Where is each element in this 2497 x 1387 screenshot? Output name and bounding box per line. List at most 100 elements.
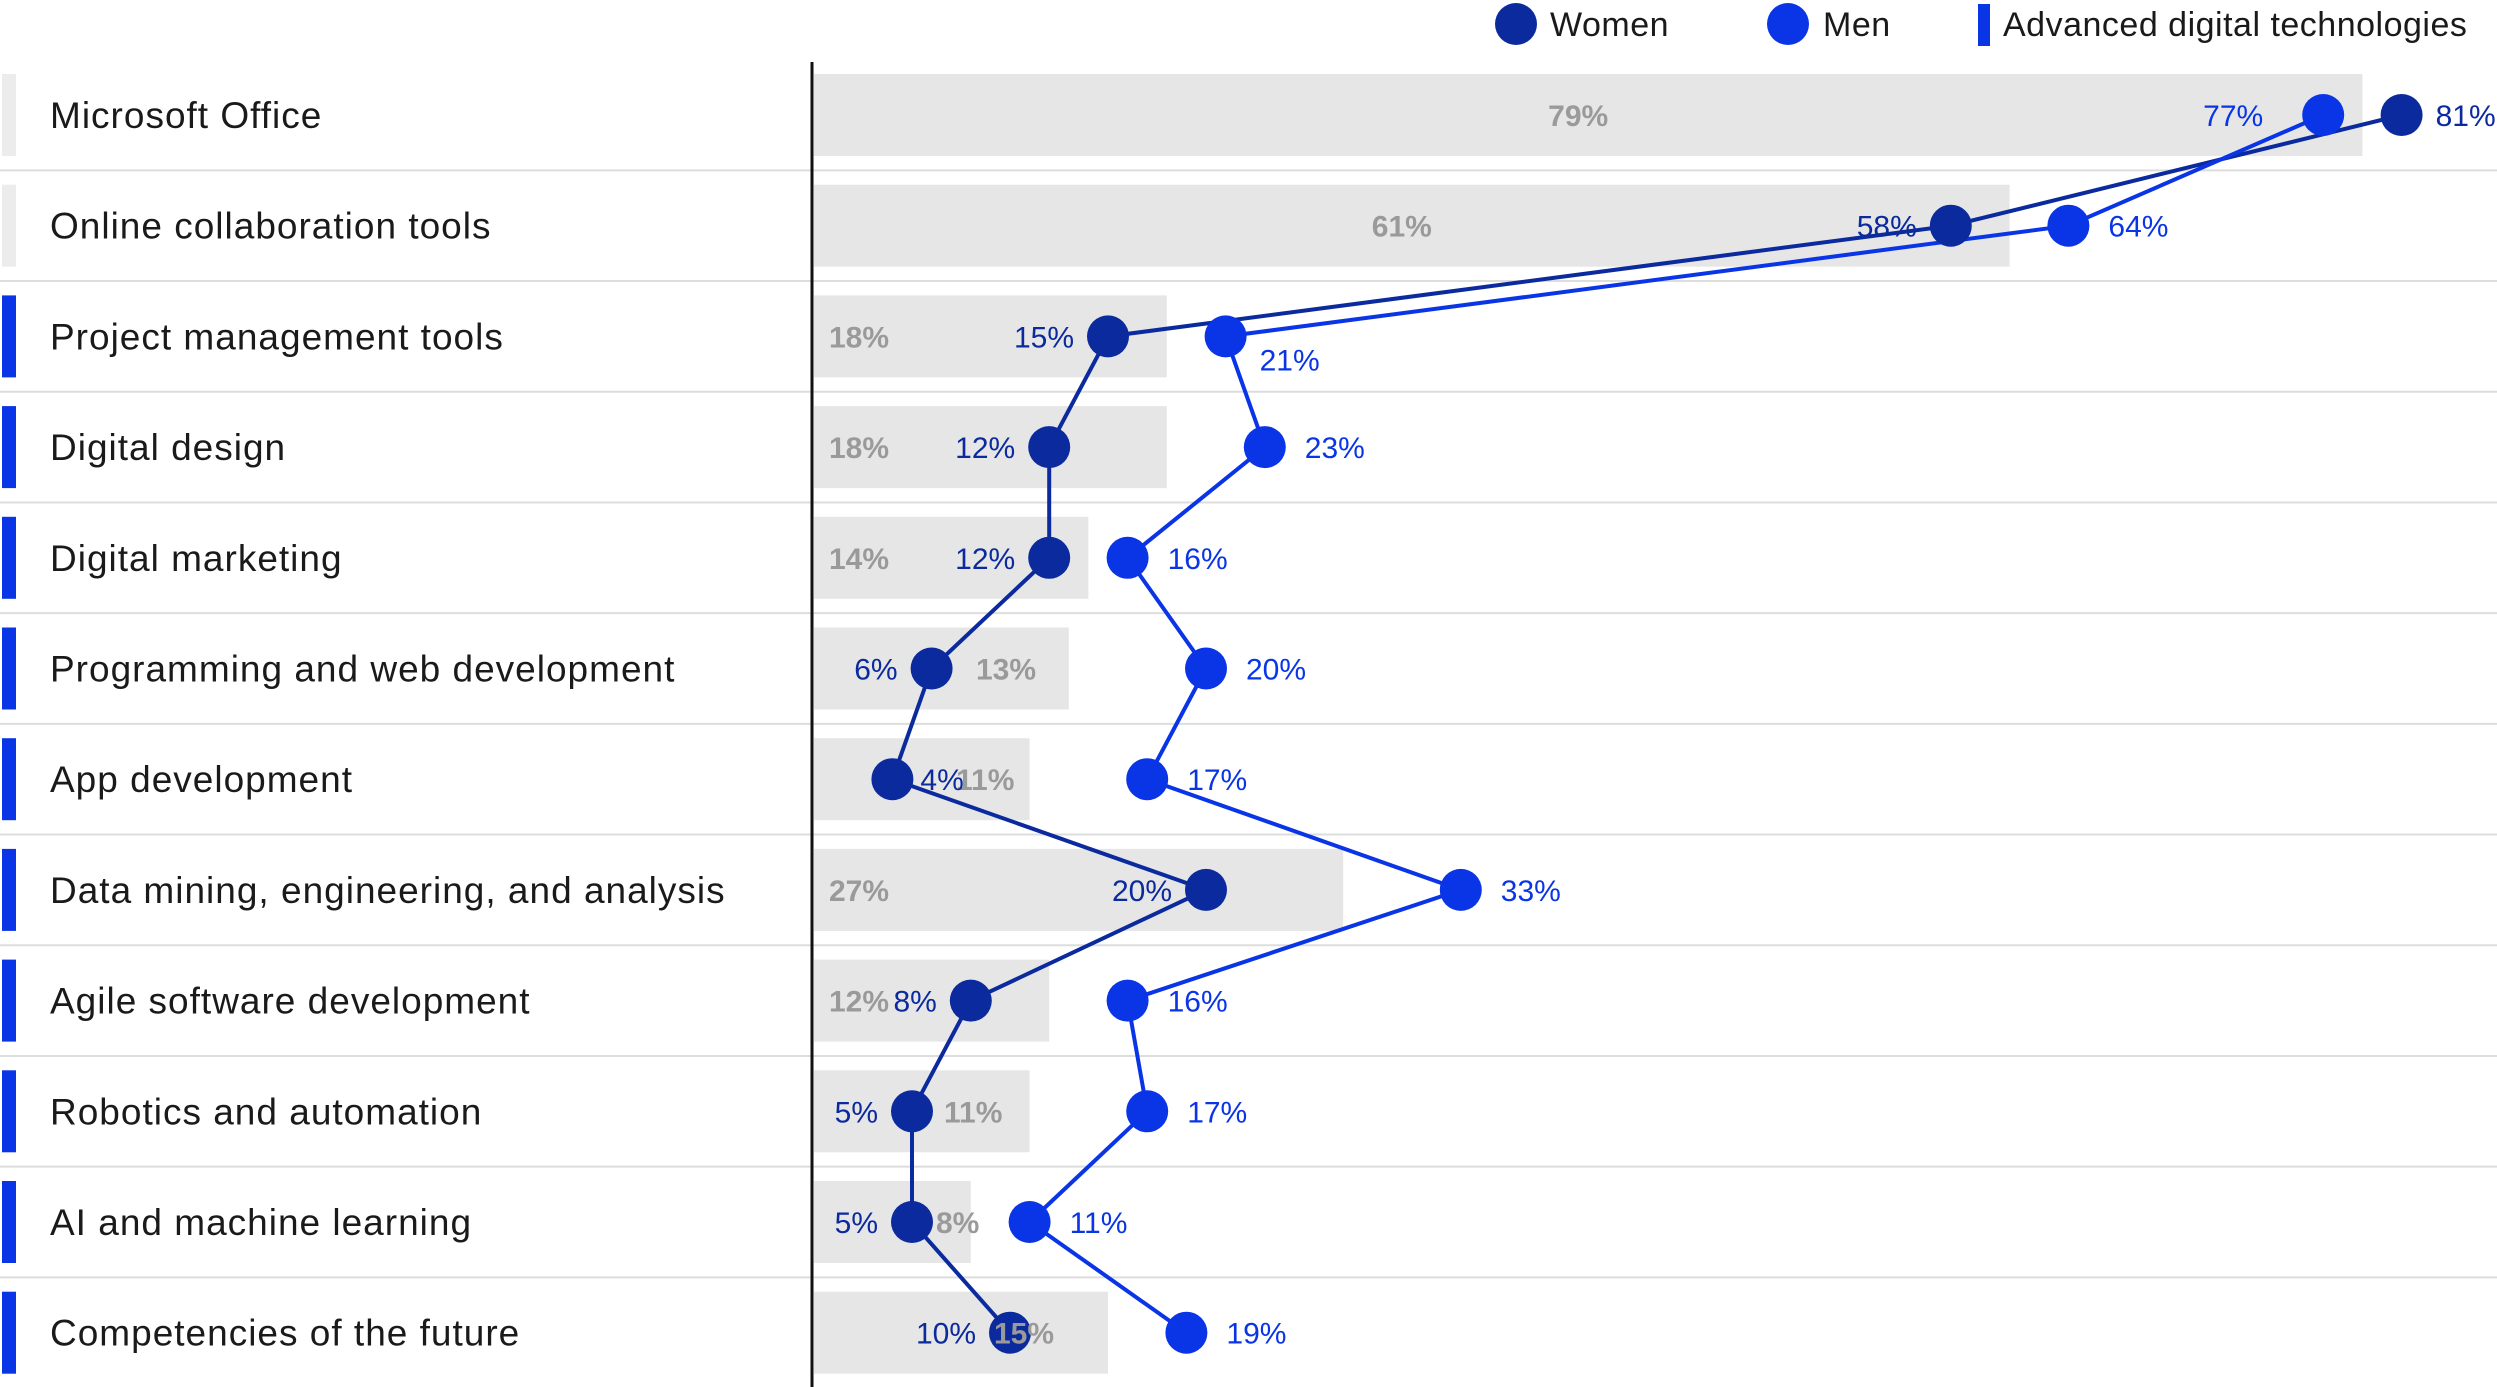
row-marker xyxy=(2,1070,16,1153)
women-value-label: 10% xyxy=(916,1318,976,1351)
total-bar xyxy=(814,959,1050,1042)
women-point xyxy=(989,1311,1031,1354)
total-value-label: 11% xyxy=(944,1096,1002,1129)
total-bar xyxy=(814,74,2363,156)
women-point xyxy=(1929,204,1972,247)
women-point xyxy=(871,758,914,801)
men-point xyxy=(1126,1090,1169,1133)
men-point xyxy=(2302,94,2345,136)
women-point xyxy=(1185,868,1227,911)
men-value-label: 17% xyxy=(1187,764,1247,797)
total-bar xyxy=(814,848,1344,931)
men-point xyxy=(1165,1311,1208,1354)
women-value-label: 5% xyxy=(835,1096,878,1129)
category-label-microsoft-office: Microsoft Office xyxy=(50,95,322,136)
category-label-agile-software-development: Agile software development xyxy=(50,981,531,1022)
women-point xyxy=(1028,536,1071,579)
men-value-label: 64% xyxy=(2108,211,2168,244)
women-value-label: 20% xyxy=(1112,875,1172,908)
row-marker xyxy=(2,627,16,710)
women-value-label: 6% xyxy=(854,654,897,687)
women-value-label: 12% xyxy=(955,432,1015,465)
men-point xyxy=(1126,758,1169,801)
category-label-app-development: App development xyxy=(50,759,353,800)
total-value-label: 15% xyxy=(994,1318,1054,1351)
category-label-ai-and-machine-learning: AI and machine learning xyxy=(50,1202,472,1243)
total-bar xyxy=(814,406,1167,489)
women-value-label: 4% xyxy=(920,764,963,797)
men-value-label: 11% xyxy=(1070,1207,1128,1240)
row-marker xyxy=(2,184,16,267)
row-marker xyxy=(2,406,16,489)
women-value-label: 12% xyxy=(955,543,1015,576)
men-value-label: 16% xyxy=(1168,986,1228,1019)
women-value-label: 8% xyxy=(893,986,936,1019)
category-label-programming-and-web-development: Programming and web development xyxy=(50,649,675,690)
women-point xyxy=(2380,94,2423,136)
total-bars xyxy=(814,74,2363,1374)
legend-advanced-swatch xyxy=(1978,4,1990,46)
men-point xyxy=(1106,979,1149,1022)
men-point xyxy=(2047,204,2090,247)
row-marker xyxy=(2,74,16,156)
row-marker xyxy=(2,848,16,931)
total-bar xyxy=(814,184,2010,267)
category-label-competencies-of-the-future: Competencies of the future xyxy=(50,1313,520,1354)
women-point xyxy=(891,1090,933,1133)
men-line xyxy=(1027,113,2324,1335)
men-value-label: 33% xyxy=(1501,875,1561,908)
category-label-data-mining-engineering-and-analysis: Data mining, engineering, and analysis xyxy=(50,870,726,911)
category-label-robotics-and-automation: Robotics and automation xyxy=(50,1091,482,1132)
women-value-label: 81% xyxy=(2436,100,2496,133)
total-value-label: 27% xyxy=(829,875,889,908)
women-value-label: 58% xyxy=(1857,211,1917,244)
total-value-label: 14% xyxy=(829,543,889,576)
row-marker xyxy=(2,295,16,378)
legend-women-label: Women xyxy=(1550,6,1669,44)
series-points xyxy=(871,94,2423,1354)
men-value-label: 77% xyxy=(2203,100,2263,133)
total-value-label: 13% xyxy=(976,654,1036,687)
row-marker xyxy=(2,959,16,1042)
women-point xyxy=(1028,426,1071,469)
category-label-online-collaboration-tools: Online collaboration tools xyxy=(50,206,491,247)
total-value-label: 18% xyxy=(829,432,889,465)
men-value-label: 16% xyxy=(1168,543,1228,576)
men-value-label: 17% xyxy=(1187,1096,1247,1129)
category-rows: Microsoft Office Online collaboration too… xyxy=(0,74,2497,1374)
women-point xyxy=(910,647,953,690)
women-value-label: 15% xyxy=(1014,321,1074,354)
men-value-label: 21% xyxy=(1260,344,1320,377)
legend-men-swatch xyxy=(1767,3,1809,45)
men-value-label: 20% xyxy=(1246,654,1306,687)
value-labels: 79% 61% 18% 18% 14% 13% 11% 27% 12% 11% 8% 15% 81% 58… xyxy=(829,100,2496,1351)
total-value-label: 61% xyxy=(1372,211,1432,244)
total-value-label: 11% xyxy=(956,764,1014,797)
men-point xyxy=(1243,426,1286,469)
category-label-project-management-tools: Project management tools xyxy=(50,316,504,357)
legend-men-label: Men xyxy=(1823,6,1891,44)
total-value-label: 18% xyxy=(829,321,889,354)
men-point xyxy=(1204,315,1247,358)
row-marker xyxy=(2,1291,16,1374)
category-label-digital-design: Digital design xyxy=(50,427,286,468)
row-marker xyxy=(2,738,16,821)
total-value-label: 12% xyxy=(829,986,889,1019)
row-marker xyxy=(2,516,16,599)
men-point xyxy=(1106,536,1149,579)
category-label-digital-marketing: Digital marketing xyxy=(50,538,343,579)
men-point xyxy=(1185,647,1227,690)
legend-advanced-label: Advanced digital technologies xyxy=(2003,6,2467,44)
total-value-label: 8% xyxy=(936,1207,979,1240)
total-bar xyxy=(814,1291,1108,1374)
women-point xyxy=(891,1201,933,1243)
women-value-label: 5% xyxy=(835,1207,878,1240)
men-value-label: 19% xyxy=(1226,1318,1286,1351)
total-value-label: 79% xyxy=(1548,100,1608,133)
women-point xyxy=(949,979,992,1022)
men-point xyxy=(1439,868,1482,911)
legend: Women Men Advanced digital technologies xyxy=(1495,3,2467,46)
total-bar xyxy=(814,738,1030,821)
legend-women-swatch xyxy=(1495,3,1537,45)
